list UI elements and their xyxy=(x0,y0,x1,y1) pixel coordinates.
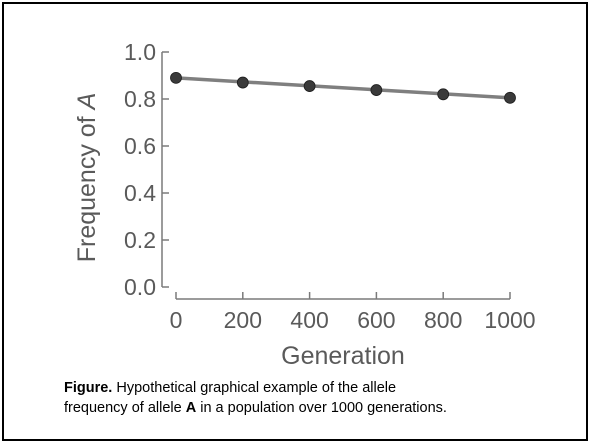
data-point xyxy=(370,84,383,96)
x-tick-label: 600 xyxy=(357,307,395,333)
y-tick-label: 0.4 xyxy=(124,180,156,206)
data-point xyxy=(504,91,516,104)
caption-text-3: in a population over 1000 generations. xyxy=(196,400,447,416)
y-tick-label: 0.8 xyxy=(124,86,156,112)
x-axis-label: Generation xyxy=(281,342,405,370)
x-tick-label: 800 xyxy=(424,307,462,333)
y-axis-label: Frequency of A xyxy=(73,93,101,263)
chart: 0.0 0.2 0.4 0.6 0.8 1.0 0 200 400 600 800 1000 Gene… xyxy=(73,39,536,370)
chart-ticks: 0.0 0.2 0.4 0.6 0.8 1.0 0 200 400 600 800 1000 xyxy=(124,39,536,333)
caption-allele: A xyxy=(185,400,197,416)
data-point xyxy=(236,76,249,89)
chart-axis-labels: Generation Frequency of A xyxy=(73,93,405,370)
y-tick-label: 1.0 xyxy=(124,39,156,65)
chart-plot-area xyxy=(170,71,516,104)
y-axis-label-allele: A xyxy=(73,93,101,112)
chart-axes xyxy=(161,52,510,300)
caption-text-2: frequency of allele xyxy=(64,400,186,416)
y-tick-label: 0.2 xyxy=(124,227,156,253)
data-point xyxy=(170,71,182,84)
data-point xyxy=(303,80,316,92)
caption-label: Figure. xyxy=(64,380,113,396)
caption-text-1: Hypothetical graphical example of the al… xyxy=(112,380,397,396)
x-tick-label: 400 xyxy=(290,307,328,333)
data-point xyxy=(437,88,450,101)
y-tick-label: 0.0 xyxy=(124,274,156,300)
x-tick-label: 0 xyxy=(170,307,183,333)
y-axis-label-text: Frequency of xyxy=(73,109,101,262)
figure-caption: Figure. Hypothetical graphical example o… xyxy=(64,378,588,418)
y-tick-label: 0.6 xyxy=(124,133,156,159)
figure-frame: 0.0 0.2 0.4 0.6 0.8 1.0 0 200 400 600 800 1000 Gene… xyxy=(2,2,588,441)
x-tick-label: 1000 xyxy=(484,307,535,333)
trend-line xyxy=(174,76,512,100)
x-tick-label: 200 xyxy=(224,307,262,333)
